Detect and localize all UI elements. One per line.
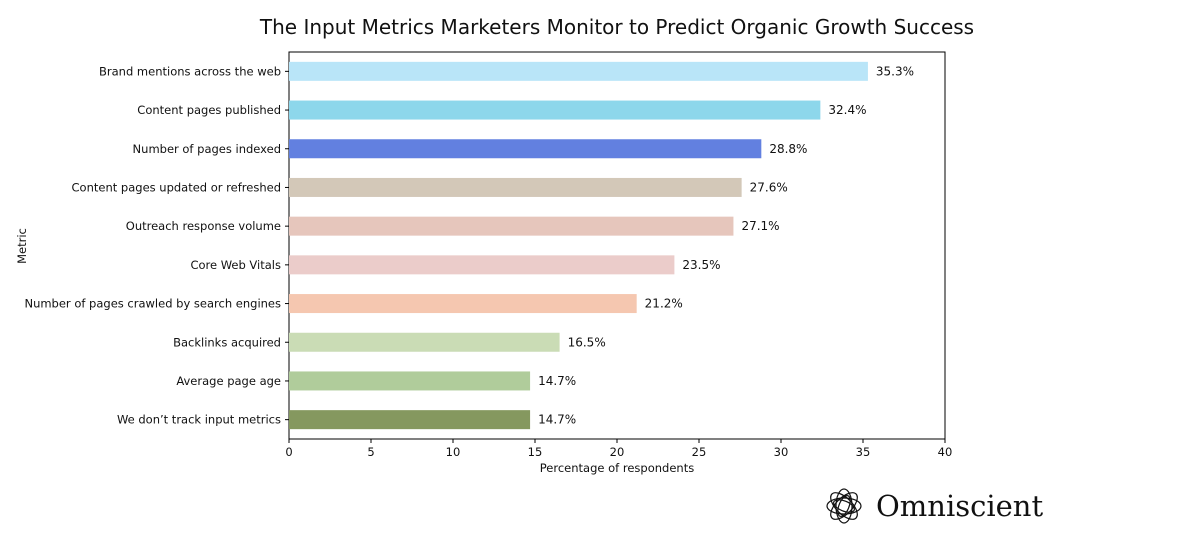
x-tick-label: 30: [774, 445, 789, 459]
data-label: 27.6%: [750, 180, 788, 194]
y-tick-label: Backlinks acquired: [173, 335, 281, 349]
chart-title: The Input Metrics Marketers Monitor to P…: [259, 15, 974, 39]
y-tick-label: Number of pages crawled by search engine…: [24, 297, 281, 311]
bar: [289, 177, 742, 197]
x-tick-label: 10: [446, 445, 461, 459]
data-label: 28.8%: [769, 142, 807, 156]
y-tick-label: We don’t track input metrics: [117, 413, 281, 427]
bar: [289, 100, 821, 120]
data-label: 14.7%: [538, 374, 576, 388]
x-tick-label: 40: [938, 445, 953, 459]
data-label: 35.3%: [876, 64, 914, 78]
y-tick-label: Content pages updated or refreshed: [72, 180, 281, 194]
y-axis-label: Metric: [15, 228, 29, 264]
y-tick-label: Content pages published: [137, 103, 281, 117]
y-tick-label: Average page age: [176, 374, 281, 388]
omniscient-knot-icon: [826, 488, 862, 524]
bar: [289, 410, 531, 430]
x-tick-label: 0: [285, 445, 292, 459]
x-tick-label: 5: [367, 445, 374, 459]
y-tick-label: Core Web Vitals: [190, 258, 281, 272]
data-label: 14.7%: [538, 413, 576, 427]
bar: [289, 371, 531, 391]
data-label: 21.2%: [645, 297, 683, 311]
y-tick-label: Outreach response volume: [126, 219, 281, 233]
bar: [289, 255, 675, 275]
y-tick-label: Number of pages indexed: [133, 142, 281, 156]
y-tick-label: Brand mentions across the web: [99, 64, 281, 78]
bar: [289, 294, 637, 314]
brand-name: Omniscient: [876, 489, 1044, 523]
data-label: 32.4%: [828, 103, 866, 117]
x-tick-label: 25: [692, 445, 707, 459]
x-tick-label: 35: [856, 445, 871, 459]
bar: [289, 61, 868, 81]
brand-logo: Omniscient: [824, 484, 1084, 528]
data-label: 27.1%: [741, 219, 779, 233]
bar: [289, 139, 762, 159]
data-label: 23.5%: [682, 258, 720, 272]
bar: [289, 216, 734, 236]
bar: [289, 332, 560, 352]
x-axis-label: Percentage of respondents: [540, 461, 694, 475]
x-tick-label: 15: [528, 445, 543, 459]
x-tick-label: 20: [610, 445, 625, 459]
data-label: 16.5%: [568, 335, 606, 349]
